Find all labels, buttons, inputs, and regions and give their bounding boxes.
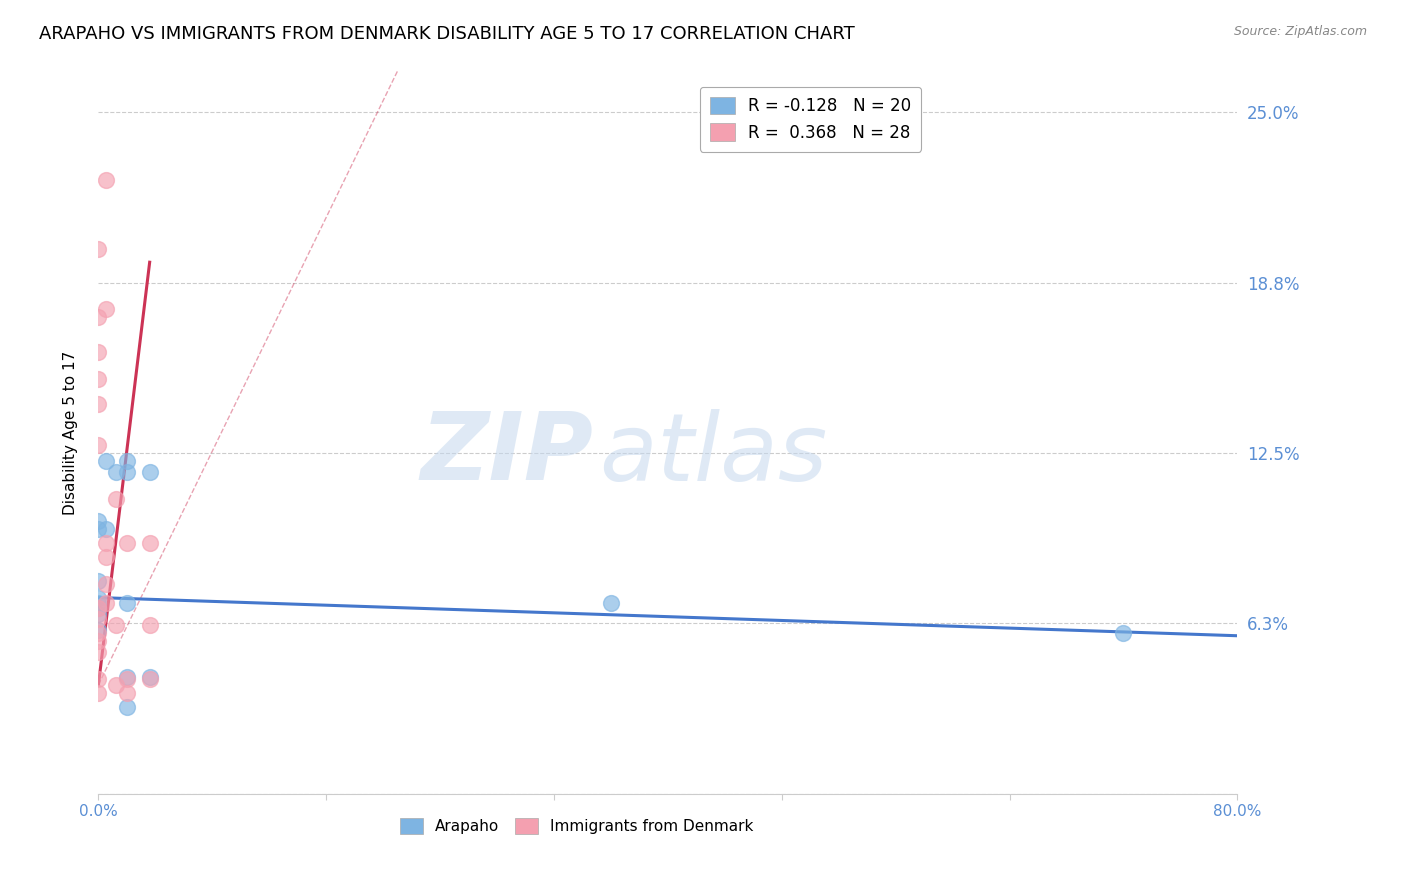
Point xyxy=(87,634,110,648)
Point xyxy=(115,686,138,700)
Point xyxy=(115,465,138,479)
Text: atlas: atlas xyxy=(599,409,828,500)
Point xyxy=(94,549,117,564)
Point xyxy=(115,454,138,468)
Point xyxy=(87,591,110,605)
Point xyxy=(115,596,138,610)
Legend: Arapaho, Immigrants from Denmark: Arapaho, Immigrants from Denmark xyxy=(394,813,759,840)
Point xyxy=(87,397,110,411)
Point xyxy=(1112,626,1135,640)
Text: ARAPAHO VS IMMIGRANTS FROM DENMARK DISABILITY AGE 5 TO 17 CORRELATION CHART: ARAPAHO VS IMMIGRANTS FROM DENMARK DISAB… xyxy=(39,25,855,43)
Point xyxy=(87,607,110,621)
Point xyxy=(87,612,110,626)
Point xyxy=(87,673,110,687)
Point xyxy=(87,645,110,659)
Point xyxy=(115,536,138,550)
Point xyxy=(87,345,110,359)
Point xyxy=(104,492,127,507)
Point xyxy=(87,310,110,324)
Point xyxy=(600,596,623,610)
Y-axis label: Disability Age 5 to 17: Disability Age 5 to 17 xyxy=(63,351,77,515)
Point xyxy=(104,678,127,692)
Point xyxy=(94,523,117,537)
Point xyxy=(104,465,127,479)
Point xyxy=(115,673,138,687)
Point xyxy=(138,617,160,632)
Point xyxy=(87,601,110,615)
Point xyxy=(94,173,117,187)
Point xyxy=(87,514,110,528)
Point xyxy=(87,626,110,640)
Point xyxy=(104,617,127,632)
Point xyxy=(87,574,110,589)
Point xyxy=(138,536,160,550)
Point xyxy=(115,699,138,714)
Point xyxy=(87,624,110,638)
Point xyxy=(87,372,110,386)
Point xyxy=(138,465,160,479)
Point xyxy=(94,454,117,468)
Point xyxy=(87,523,110,537)
Point xyxy=(94,536,117,550)
Point xyxy=(94,577,117,591)
Point xyxy=(94,596,117,610)
Point xyxy=(87,596,110,610)
Point xyxy=(138,670,160,684)
Point xyxy=(87,686,110,700)
Point xyxy=(87,438,110,452)
Point xyxy=(138,673,160,687)
Point xyxy=(115,670,138,684)
Text: Source: ZipAtlas.com: Source: ZipAtlas.com xyxy=(1233,25,1367,38)
Point xyxy=(94,301,117,316)
Point xyxy=(87,601,110,615)
Point xyxy=(87,242,110,256)
Text: ZIP: ZIP xyxy=(420,409,593,500)
